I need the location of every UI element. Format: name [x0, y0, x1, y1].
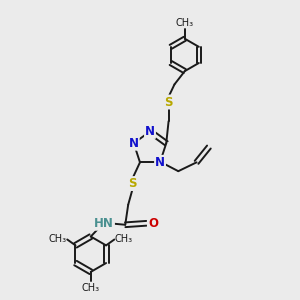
Text: S: S: [164, 95, 173, 109]
Text: N: N: [129, 137, 139, 150]
Text: HN: HN: [94, 217, 114, 230]
Text: O: O: [148, 217, 158, 230]
Text: CH₃: CH₃: [176, 17, 194, 28]
Text: N: N: [155, 156, 165, 169]
Text: CH₃: CH₃: [49, 234, 67, 244]
Text: CH₃: CH₃: [115, 234, 133, 244]
Text: N: N: [145, 125, 155, 138]
Text: S: S: [128, 177, 137, 190]
Text: CH₃: CH₃: [82, 283, 100, 293]
